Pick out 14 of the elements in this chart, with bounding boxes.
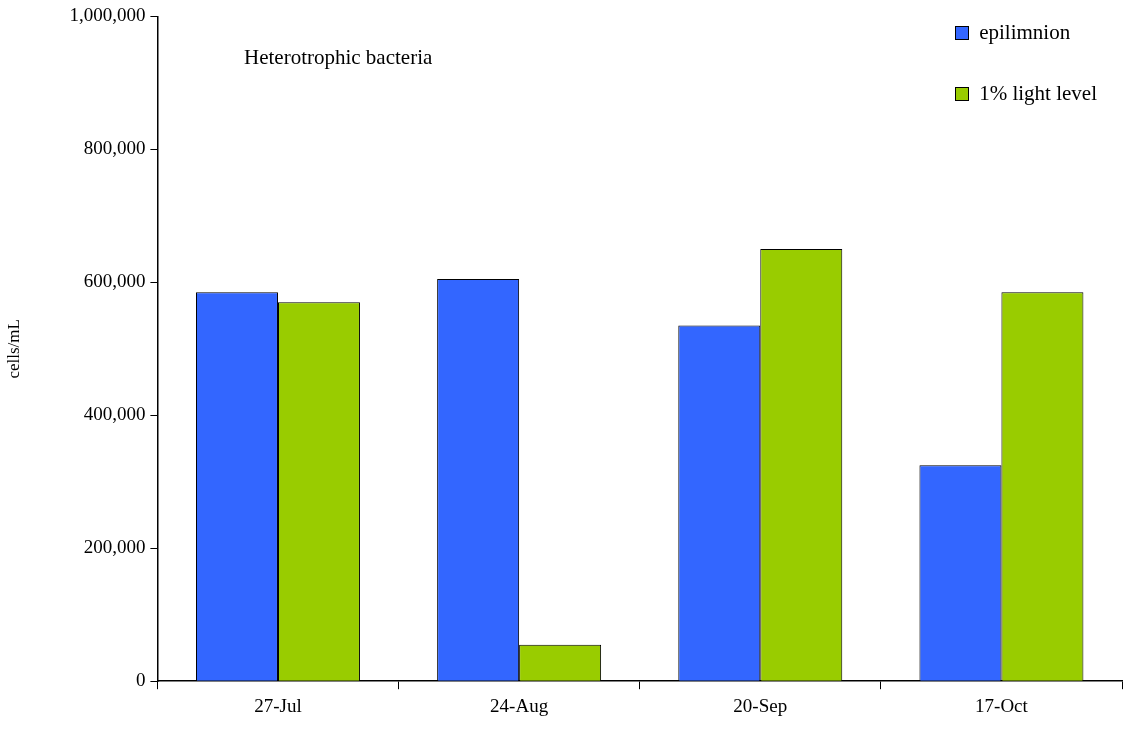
annotation: Heterotrophic bacteria [244, 45, 433, 70]
y-axis-title: cells/mL [3, 319, 23, 379]
y-tick-label: 400,000 [83, 403, 146, 425]
x-tick-label: 24-Aug [490, 694, 549, 716]
legend-label: 1% light level [979, 81, 1097, 106]
y-tick-label: 200,000 [83, 536, 146, 558]
y-tick-label: 0 [135, 669, 146, 691]
x-tick-label: 27-Jul [254, 694, 302, 716]
y-tick-label: 1,000,000 [69, 4, 146, 26]
y-tick-label: 600,000 [83, 270, 146, 292]
legend-label: epilimnion [979, 20, 1071, 45]
x-tick-label: 17-Oct [975, 694, 1029, 716]
x-tick-label: 20-Sep [733, 694, 788, 716]
y-tick-label: 800,000 [83, 137, 146, 159]
